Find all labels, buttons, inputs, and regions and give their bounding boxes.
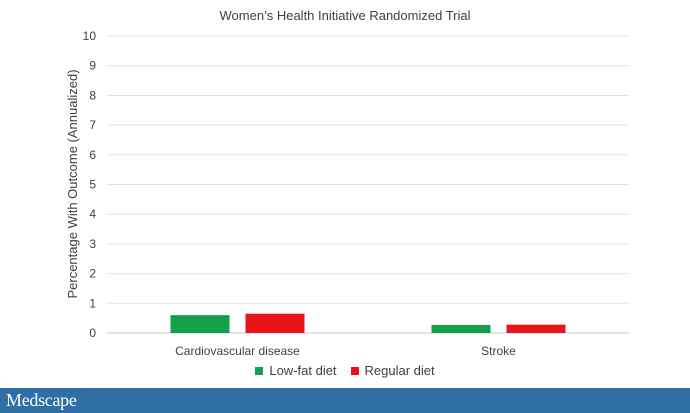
bar-regular-cardiovascular bbox=[245, 313, 305, 333]
y-tick-label: 3 bbox=[89, 237, 96, 251]
y-tick-labels: 0 1 2 3 4 5 6 7 8 9 10 bbox=[83, 29, 97, 340]
y-tick-label: 1 bbox=[89, 296, 96, 310]
bars bbox=[170, 313, 566, 333]
y-tick-label: 2 bbox=[89, 267, 96, 281]
legend-label-low-fat: Low-fat diet bbox=[269, 363, 337, 378]
legend-swatch-low-fat bbox=[255, 366, 264, 375]
x-tick-labels: Cardiovascular disease Stroke bbox=[175, 344, 516, 358]
legend: Low-fat diet Regular diet bbox=[0, 363, 690, 378]
y-tick-label: 10 bbox=[83, 29, 97, 43]
y-tick-label: 4 bbox=[89, 207, 96, 221]
y-tick-label: 5 bbox=[89, 178, 96, 192]
y-tick-label: 8 bbox=[89, 88, 96, 102]
gridlines bbox=[107, 35, 629, 334]
legend-swatch-regular bbox=[350, 366, 359, 375]
chart-title: Women’s Health Initiative Randomized Tri… bbox=[220, 8, 471, 23]
legend-label-regular: Regular diet bbox=[364, 363, 435, 378]
y-tick-label: 6 bbox=[89, 148, 96, 162]
bar-regular-stroke bbox=[506, 324, 566, 333]
bar-chart: Women’s Health Initiative Randomized Tri… bbox=[65, 8, 629, 358]
legend-item-regular: Regular diet bbox=[350, 363, 435, 378]
x-tick-label: Cardiovascular disease bbox=[175, 344, 300, 358]
bar-low-fat-stroke bbox=[431, 324, 491, 333]
x-tick-label: Stroke bbox=[481, 344, 516, 358]
brand-logo: Medscape bbox=[6, 390, 77, 410]
y-tick-label: 9 bbox=[89, 59, 96, 73]
bar-low-fat-cardiovascular bbox=[170, 315, 230, 333]
y-tick-label: 0 bbox=[89, 326, 96, 340]
y-tick-label: 7 bbox=[89, 118, 96, 132]
legend-item-low-fat: Low-fat diet bbox=[255, 363, 337, 378]
y-axis-label: Percentage With Outcome (Annualized) bbox=[65, 69, 80, 298]
footer-bar: Medscape bbox=[0, 388, 690, 413]
